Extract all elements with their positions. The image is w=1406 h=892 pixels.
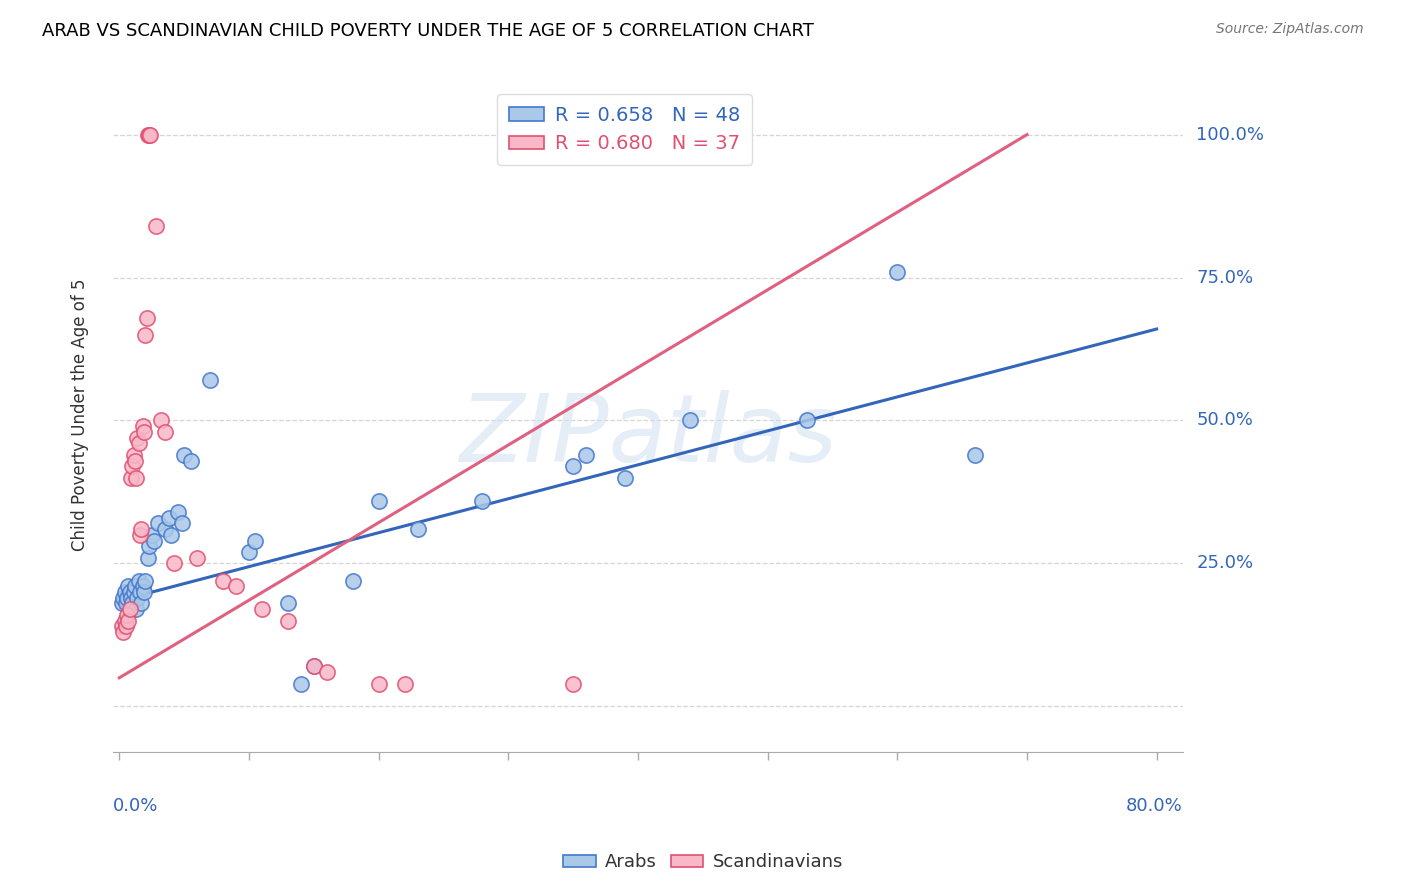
Point	[129, 528, 152, 542]
Point	[138, 128, 160, 142]
Point	[225, 579, 247, 593]
Point	[143, 533, 166, 548]
Point	[135, 310, 157, 325]
Point	[614, 471, 637, 485]
Point	[115, 591, 138, 605]
Point	[132, 585, 155, 599]
Point	[367, 676, 389, 690]
Point	[290, 676, 312, 690]
Point	[198, 374, 221, 388]
Point	[145, 219, 167, 233]
Point	[128, 436, 150, 450]
Text: 80.0%: 80.0%	[1126, 797, 1182, 814]
Point	[136, 128, 159, 142]
Point	[125, 471, 148, 485]
Point	[117, 614, 139, 628]
Point	[250, 602, 273, 616]
Point	[562, 676, 585, 690]
Point	[131, 419, 153, 434]
Point	[121, 459, 143, 474]
Point	[212, 574, 235, 588]
Legend: R = 0.658   N = 48, R = 0.680   N = 37: R = 0.658 N = 48, R = 0.680 N = 37	[496, 94, 752, 165]
Point	[134, 327, 156, 342]
Point	[394, 676, 416, 690]
Point	[170, 516, 193, 531]
Point	[166, 505, 188, 519]
Point	[575, 448, 598, 462]
Point	[111, 619, 134, 633]
Point	[302, 659, 325, 673]
Point	[128, 574, 150, 588]
Point	[160, 528, 183, 542]
Point	[965, 448, 987, 462]
Point	[245, 533, 267, 548]
Point	[122, 448, 145, 462]
Point	[131, 522, 153, 536]
Point	[163, 557, 186, 571]
Text: 50.0%: 50.0%	[1197, 411, 1253, 429]
Point	[796, 413, 818, 427]
Point	[148, 516, 170, 531]
Point	[139, 128, 162, 142]
Point	[157, 510, 180, 524]
Point	[136, 550, 159, 565]
Point	[302, 659, 325, 673]
Point	[886, 265, 908, 279]
Point	[118, 602, 141, 616]
Point	[124, 579, 146, 593]
Text: Source: ZipAtlas.com: Source: ZipAtlas.com	[1216, 22, 1364, 37]
Text: ARAB VS SCANDINAVIAN CHILD POVERTY UNDER THE AGE OF 5 CORRELATION CHART: ARAB VS SCANDINAVIAN CHILD POVERTY UNDER…	[42, 22, 814, 40]
Point	[114, 585, 136, 599]
Point	[153, 522, 176, 536]
Point	[121, 597, 143, 611]
Point	[367, 493, 389, 508]
Point	[562, 459, 585, 474]
Text: 75.0%: 75.0%	[1197, 268, 1254, 286]
Point	[679, 413, 702, 427]
Point	[127, 431, 149, 445]
Legend: Arabs, Scandinavians: Arabs, Scandinavians	[555, 847, 851, 879]
Point	[131, 579, 153, 593]
Point	[153, 425, 176, 439]
Point	[238, 545, 260, 559]
Point	[112, 625, 135, 640]
Text: 25.0%: 25.0%	[1197, 555, 1254, 573]
Point	[120, 471, 142, 485]
Point	[127, 591, 149, 605]
Point	[131, 597, 153, 611]
Point	[471, 493, 494, 508]
Point	[134, 574, 156, 588]
Point	[342, 574, 364, 588]
Point	[115, 607, 138, 622]
Point	[118, 585, 141, 599]
Point	[277, 614, 299, 628]
Point	[149, 413, 172, 427]
Text: 100.0%: 100.0%	[1197, 126, 1264, 144]
Point	[277, 597, 299, 611]
Point	[132, 425, 155, 439]
Text: 0.0%: 0.0%	[112, 797, 159, 814]
Point	[122, 585, 145, 599]
Point	[141, 528, 163, 542]
Point	[173, 448, 195, 462]
Point	[138, 539, 160, 553]
Point	[124, 453, 146, 467]
Point	[112, 591, 135, 605]
Point	[114, 614, 136, 628]
Point	[186, 550, 208, 565]
Point	[315, 665, 337, 679]
Point	[125, 602, 148, 616]
Point	[111, 597, 134, 611]
Text: ZIPatlas: ZIPatlas	[458, 390, 837, 481]
Point	[117, 579, 139, 593]
Y-axis label: Child Poverty Under the Age of 5: Child Poverty Under the Age of 5	[72, 278, 89, 551]
Point	[180, 453, 202, 467]
Point	[114, 619, 136, 633]
Point	[120, 591, 142, 605]
Point	[406, 522, 429, 536]
Point	[114, 597, 136, 611]
Point	[129, 585, 152, 599]
